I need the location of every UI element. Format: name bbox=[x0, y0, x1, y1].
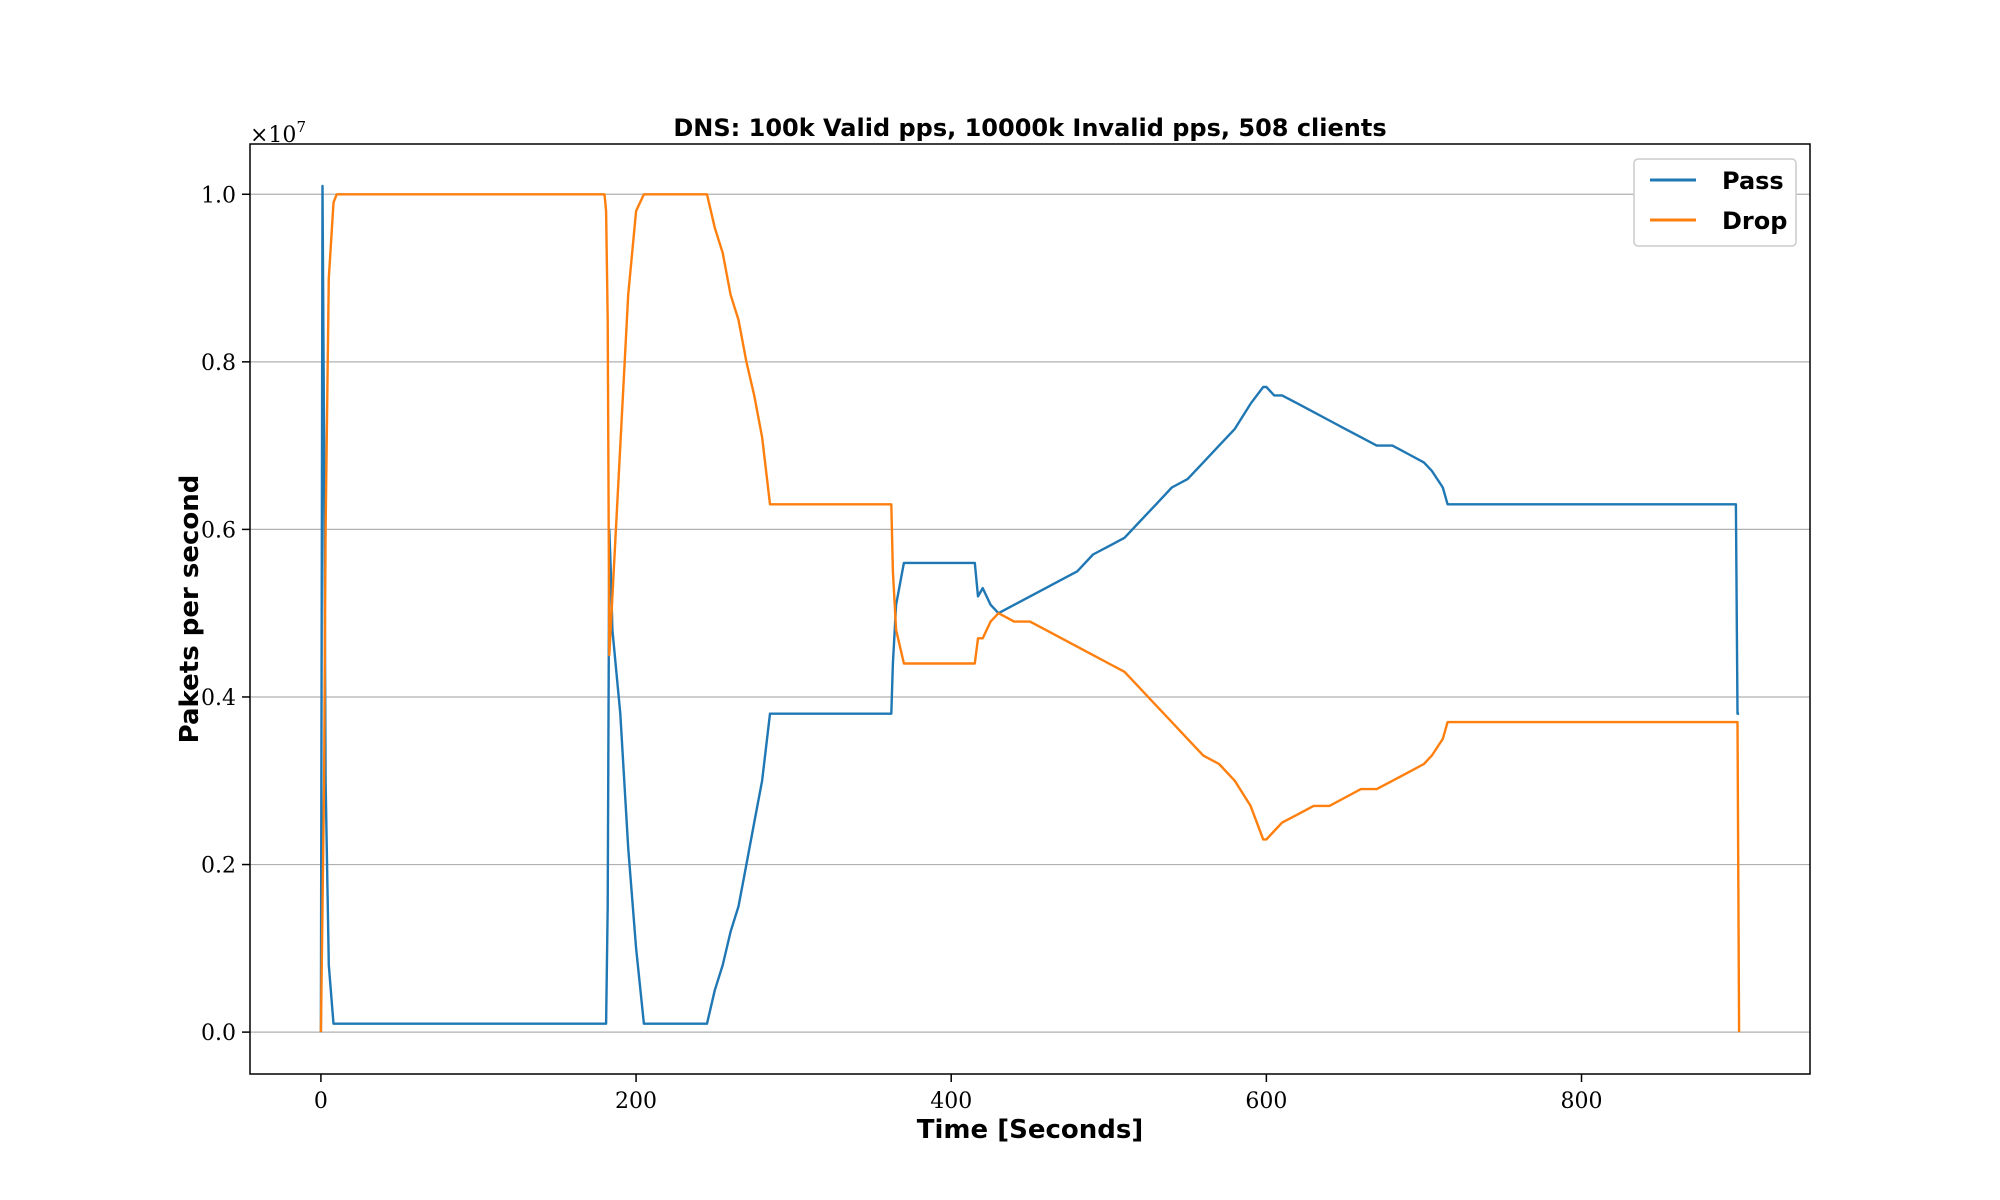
chart-title: DNS: 100k Valid pps, 10000k Invalid pps,… bbox=[673, 114, 1386, 142]
legend-drop-label: Drop bbox=[1722, 207, 1787, 235]
y-tick-label: 0.2 bbox=[201, 854, 236, 879]
series-line-drop bbox=[319, 193, 1741, 1033]
x-tick-label: 0 bbox=[314, 1089, 328, 1114]
y-tick-label: 0.0 bbox=[201, 1021, 236, 1046]
series-layer bbox=[319, 184, 1741, 1033]
x-tick-label: 800 bbox=[1561, 1089, 1603, 1114]
x-axis-label: Time [Seconds] bbox=[917, 1115, 1143, 1145]
legend-pass-label: Pass bbox=[1722, 167, 1784, 195]
grid-layer bbox=[250, 193, 1810, 1033]
y-tick-label: 0.4 bbox=[201, 686, 236, 711]
x-tick-label: 400 bbox=[930, 1089, 972, 1114]
plot-frame bbox=[249, 143, 1811, 1075]
y-scale-label: ×107 bbox=[250, 118, 306, 148]
tick-layer: 0.0 0.2 0.4 0.6 0.8 1.0 0 200 400 600 800 bbox=[201, 183, 1603, 1114]
legend: Pass Drop bbox=[1633, 158, 1797, 247]
y-tick-label: 0.8 bbox=[201, 351, 236, 376]
x-tick-label: 600 bbox=[1245, 1089, 1287, 1114]
y-tick-label: 1.0 bbox=[201, 183, 236, 208]
y-scale-exponent: 7 bbox=[296, 118, 306, 136]
x-tick-label: 200 bbox=[615, 1089, 657, 1114]
series-line-pass bbox=[319, 184, 1740, 1033]
y-scale-base: ×10 bbox=[250, 123, 296, 148]
y-tick-label: 0.6 bbox=[201, 518, 236, 543]
y-axis-label: Pakets per second bbox=[175, 475, 205, 744]
